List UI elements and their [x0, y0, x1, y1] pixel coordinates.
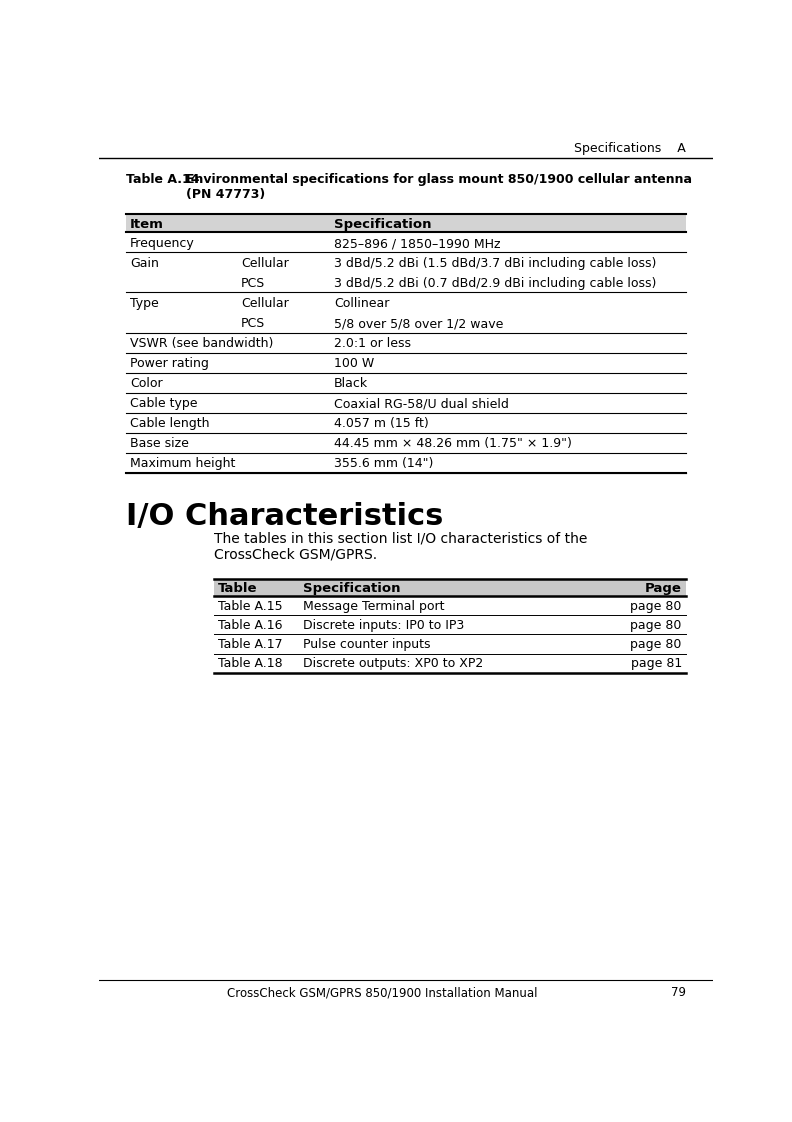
- Text: Specification: Specification: [333, 218, 432, 231]
- Text: Color: Color: [130, 377, 162, 390]
- Text: Pulse counter inputs: Pulse counter inputs: [303, 638, 430, 651]
- Text: page 80: page 80: [630, 600, 682, 613]
- Text: 2.0:1 or less: 2.0:1 or less: [333, 337, 411, 350]
- Text: Cellular: Cellular: [241, 297, 288, 310]
- Text: Maximum height: Maximum height: [130, 458, 235, 470]
- Text: 4.057 m (15 ft): 4.057 m (15 ft): [333, 417, 428, 430]
- Text: Specifications    A: Specifications A: [574, 142, 686, 155]
- Text: page 81: page 81: [630, 657, 682, 671]
- Text: Table A.14: Table A.14: [126, 173, 200, 186]
- Bar: [126, 214, 686, 232]
- Text: Discrete outputs: XP0 to XP2: Discrete outputs: XP0 to XP2: [303, 657, 483, 671]
- Text: Type: Type: [130, 297, 158, 310]
- Text: Message Terminal port: Message Terminal port: [303, 600, 444, 613]
- Text: Black: Black: [333, 377, 368, 390]
- Text: The tables in this section list I/O characteristics of the
CrossCheck GSM/GPRS.: The tables in this section list I/O char…: [214, 531, 587, 561]
- Text: Table A.16: Table A.16: [218, 619, 282, 632]
- Text: Specification: Specification: [303, 582, 400, 595]
- Text: Table A.18: Table A.18: [218, 657, 282, 671]
- Text: Item: Item: [130, 218, 164, 231]
- Text: 79: 79: [671, 986, 686, 1000]
- Text: 100 W: 100 W: [333, 357, 374, 370]
- Text: Frequency: Frequency: [130, 237, 195, 250]
- Text: Page: Page: [645, 582, 682, 595]
- Text: CrossCheck GSM/GPRS 850/1900 Installation Manual: CrossCheck GSM/GPRS 850/1900 Installatio…: [227, 986, 538, 1000]
- Bar: [214, 579, 686, 596]
- Text: Collinear: Collinear: [333, 297, 389, 310]
- Text: 825–896 / 1850–1990 MHz: 825–896 / 1850–1990 MHz: [333, 237, 501, 250]
- Text: Table A.17: Table A.17: [218, 638, 282, 651]
- Text: 3 dBd/5.2 dBi (1.5 dBd/3.7 dBi including cable loss): 3 dBd/5.2 dBi (1.5 dBd/3.7 dBi including…: [333, 257, 657, 270]
- Text: PCS: PCS: [241, 277, 265, 291]
- Text: Gain: Gain: [130, 257, 159, 270]
- Text: Table A.15: Table A.15: [218, 600, 282, 613]
- Text: 3 dBd/5.2 dBi (0.7 dBd/2.9 dBi including cable loss): 3 dBd/5.2 dBi (0.7 dBd/2.9 dBi including…: [333, 277, 657, 291]
- Text: Discrete inputs: IP0 to IP3: Discrete inputs: IP0 to IP3: [303, 619, 464, 632]
- Text: 44.45 mm × 48.26 mm (1.75" × 1.9"): 44.45 mm × 48.26 mm (1.75" × 1.9"): [333, 438, 572, 450]
- Text: Base size: Base size: [130, 438, 188, 450]
- Text: I/O Characteristics: I/O Characteristics: [126, 502, 444, 531]
- Text: Table: Table: [218, 582, 257, 595]
- Text: Cable length: Cable length: [130, 417, 210, 430]
- Text: 5/8 over 5/8 over 1/2 wave: 5/8 over 5/8 over 1/2 wave: [333, 318, 503, 330]
- Text: Environmental specifications for glass mount 850/1900 cellular antenna
(PN 47773: Environmental specifications for glass m…: [186, 173, 691, 201]
- Text: VSWR (see bandwidth): VSWR (see bandwidth): [130, 337, 273, 350]
- Text: 355.6 mm (14"): 355.6 mm (14"): [333, 458, 433, 470]
- Text: page 80: page 80: [630, 638, 682, 651]
- Text: Cable type: Cable type: [130, 397, 197, 411]
- Text: Cellular: Cellular: [241, 257, 288, 270]
- Text: Power rating: Power rating: [130, 357, 209, 370]
- Text: PCS: PCS: [241, 318, 265, 330]
- Text: page 80: page 80: [630, 619, 682, 632]
- Text: Coaxial RG-58/U dual shield: Coaxial RG-58/U dual shield: [333, 397, 508, 411]
